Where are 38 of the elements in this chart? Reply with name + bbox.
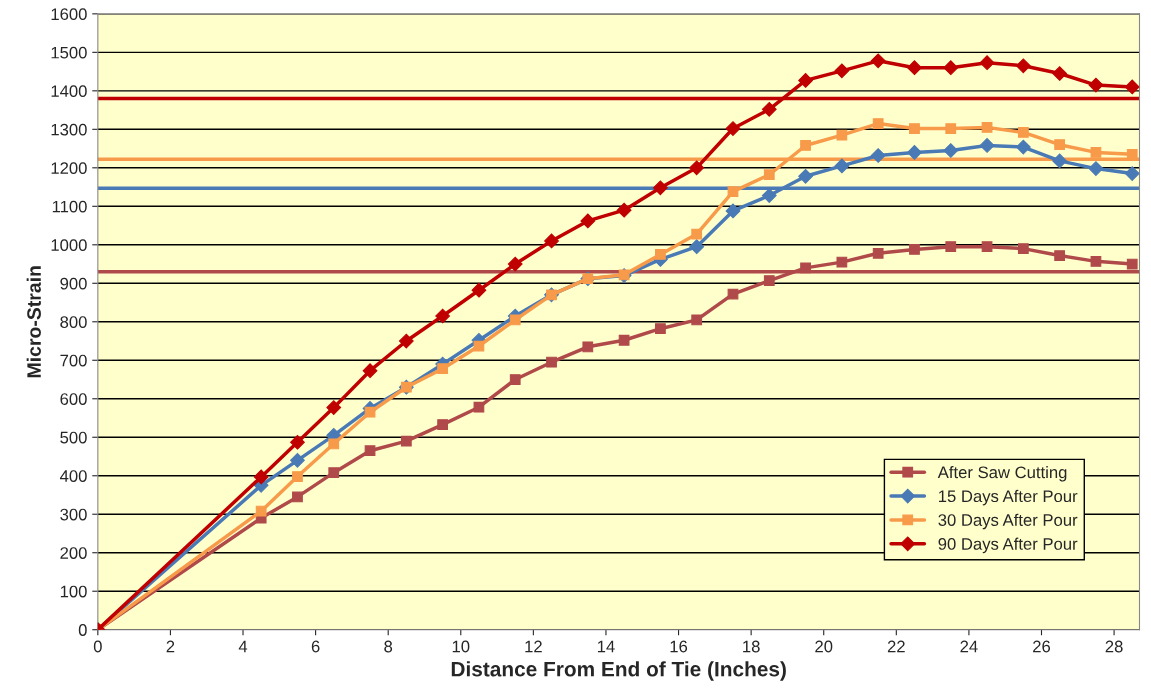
x-tick-label: 24 xyxy=(960,640,978,653)
y-tick-label: 200 xyxy=(60,547,87,559)
x-tick-label: 12 xyxy=(525,640,542,653)
y-tick-label: 1600 xyxy=(51,8,87,21)
x-tick-label: 2 xyxy=(166,640,175,653)
x-tick-label: 6 xyxy=(311,640,320,653)
y-tick-label: 600 xyxy=(60,393,87,405)
x-tick-label: 14 xyxy=(597,640,615,653)
y-tick-label: 1300 xyxy=(51,123,87,136)
legend-label: 15 Days After Pour xyxy=(939,489,1078,506)
legend-label: 90 Days After Pour xyxy=(938,537,1078,554)
x-tick-label: 18 xyxy=(743,640,760,653)
y-tick-label: 300 xyxy=(60,508,87,521)
y-axis-title: Micro-Strain xyxy=(26,266,41,378)
y-tick-label: 500 xyxy=(60,431,87,444)
legend-label: 30 Days After Pour xyxy=(938,513,1078,530)
legend-label: After Saw Cutting xyxy=(937,465,1067,482)
y-tick-label: 800 xyxy=(60,316,87,328)
y-tick-label: 1500 xyxy=(51,46,87,59)
y-tick-label: 1100 xyxy=(52,200,87,213)
y-tick-label: 1200 xyxy=(51,162,87,175)
x-tick-label: 28 xyxy=(1105,640,1123,653)
x-tick-label: 22 xyxy=(887,640,905,653)
x-tick-label: 20 xyxy=(815,640,833,653)
y-tick-label: 0 xyxy=(78,624,87,636)
y-tick-label: 700 xyxy=(60,354,87,367)
x-tick-label: 4 xyxy=(238,640,248,653)
y-tick-label: 1000 xyxy=(51,239,87,251)
y-tick-label: 900 xyxy=(60,277,87,290)
x-axis-title: Distance From End of Tie (Inches) xyxy=(451,661,786,681)
x-tick-label: 10 xyxy=(452,640,470,653)
y-tick-label: 100 xyxy=(60,585,87,598)
x-tick-label: 16 xyxy=(670,640,688,653)
x-tick-label: 26 xyxy=(1033,640,1051,653)
x-tick-label: 8 xyxy=(384,640,393,653)
x-tick-label: 0 xyxy=(93,640,102,653)
y-tick-label: 1400 xyxy=(51,85,87,98)
y-tick-label: 400 xyxy=(60,470,87,482)
